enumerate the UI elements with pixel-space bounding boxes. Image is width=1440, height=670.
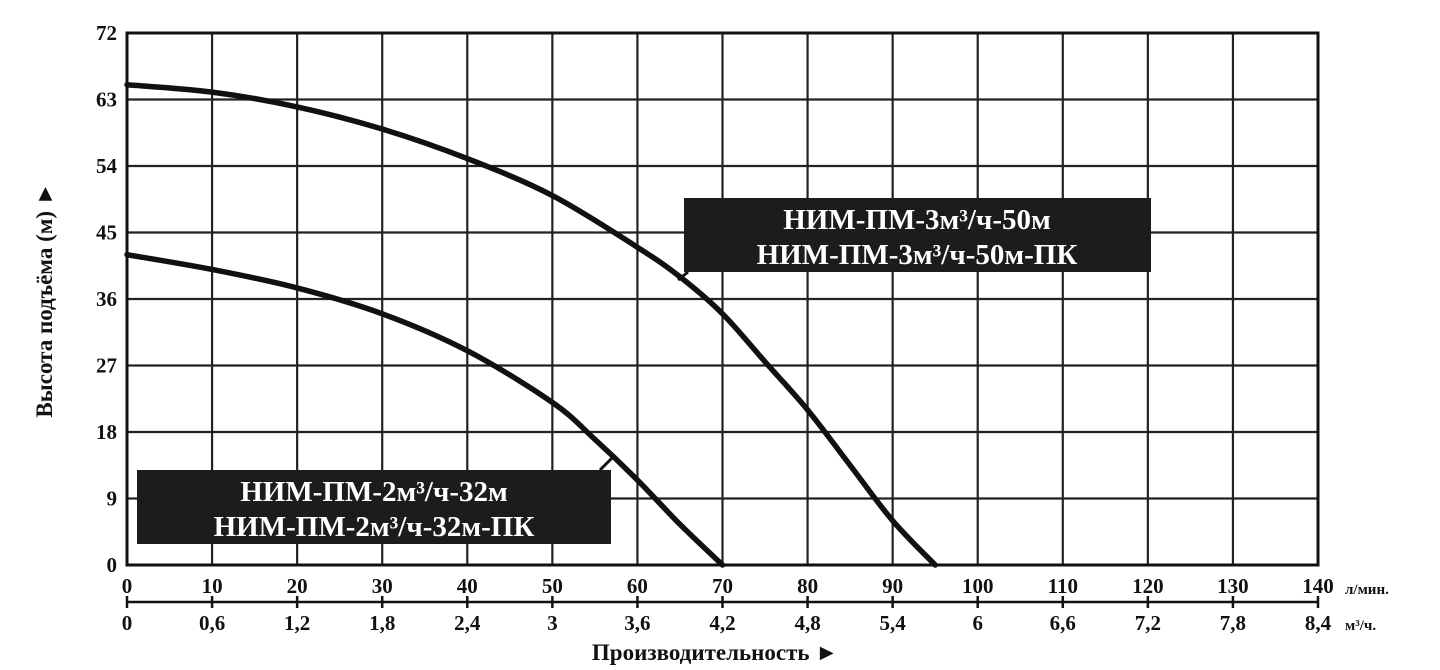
y-tick-label: 36 [96, 287, 117, 311]
y-tick-label: 72 [96, 21, 117, 45]
y-tick-label: 9 [107, 487, 118, 511]
x-tick-label-secondary: 4,8 [794, 611, 820, 635]
x-tick-label-primary: 50 [542, 574, 563, 598]
x-tick-label-secondary: 6,6 [1050, 611, 1076, 635]
label-line-2: НИМ-ПМ-3м³/ч-50м-ПК [757, 239, 1078, 271]
x-tick-label-secondary: 4,2 [709, 611, 735, 635]
label-box [137, 470, 611, 544]
x-unit-secondary: м³/ч. [1345, 618, 1376, 634]
x-tick-label-primary: 70 [712, 574, 733, 598]
label-line-1: НИМ-ПМ-2м³/ч-32м [240, 476, 508, 508]
x-tick-label-primary: 10 [202, 574, 223, 598]
series-label-3m3h-50m: НИМ-ПМ-3м³/ч-50м НИМ-ПМ-3м³/ч-50м-ПК [677, 198, 1151, 282]
label-box [684, 198, 1151, 272]
x-tick-label-primary: 60 [627, 574, 648, 598]
y-axis-title: Высота подъёма (м) ► [32, 182, 57, 417]
x-tick-label-primary: 130 [1217, 574, 1249, 598]
x-tick-label-secondary: 6 [972, 611, 983, 635]
series-line-0 [124, 81, 938, 568]
x-tick-label-primary: 30 [372, 574, 393, 598]
x-tick-label-secondary: 3 [547, 611, 558, 635]
x-unit-primary: л/мин. [1345, 582, 1389, 598]
x-tick-label-primary: 140 [1302, 574, 1334, 598]
x-tick-label-primary: 80 [797, 574, 818, 598]
y-tick-label: 18 [96, 420, 117, 444]
x-tick-label-primary: 90 [882, 574, 903, 598]
x-tick-label-primary: 20 [287, 574, 308, 598]
series-line-1 [124, 251, 726, 568]
label-line-2: НИМ-ПМ-2м³/ч-32м-ПК [214, 511, 535, 543]
y-tick-label: 54 [96, 154, 118, 178]
x-axis-title: Производительность ► [592, 640, 838, 665]
x-tick-label-primary: 0 [122, 574, 133, 598]
x-tick-label-secondary: 0 [122, 611, 133, 635]
x-tick-label-secondary: 7,2 [1135, 611, 1161, 635]
x-tick-label-secondary: 1,8 [369, 611, 395, 635]
x-tick-label-secondary: 0,6 [199, 611, 225, 635]
x-tick-label-secondary: 2,4 [454, 611, 481, 635]
leader-line [598, 456, 614, 472]
x-tick-label-secondary: 7,8 [1220, 611, 1246, 635]
x-tick-label-primary: 40 [457, 574, 478, 598]
leader-line [677, 270, 689, 282]
label-line-1: НИМ-ПМ-3м³/ч-50м [783, 204, 1051, 236]
x-tick-label-primary: 120 [1132, 574, 1164, 598]
series-label-2m3h-32m: НИМ-ПМ-2м³/ч-32м НИМ-ПМ-2м³/ч-32м-ПК [137, 456, 614, 544]
y-tick-label: 45 [96, 221, 117, 245]
x-tick-label-secondary: 1,2 [284, 611, 310, 635]
x-tick-label-primary: 100 [962, 574, 994, 598]
pump-curves [124, 81, 938, 568]
y-tick-label: 63 [96, 88, 117, 112]
y-tick-label: 27 [96, 354, 117, 378]
x-tick-label-secondary: 8,4 [1305, 611, 1332, 635]
x-tick-label-secondary: 5,4 [880, 611, 907, 635]
x-tick-label-secondary: 3,6 [624, 611, 650, 635]
chart-grid [125, 31, 1320, 567]
y-tick-label: 0 [107, 553, 118, 577]
x-tick-label-primary: 110 [1048, 574, 1078, 598]
